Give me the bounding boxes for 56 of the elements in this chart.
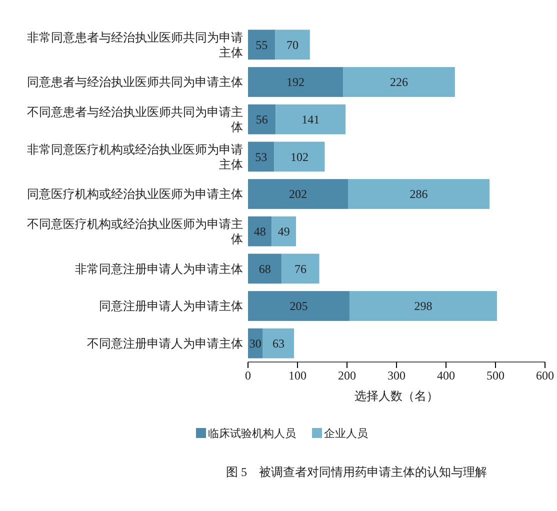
bar (262, 328, 294, 358)
data-label: 141 (302, 112, 320, 127)
legend-label: 企业人员 (324, 426, 368, 440)
bar (282, 254, 320, 284)
y-tick-label: 不同意患者与经治执业医师共同为申请主体 (27, 105, 243, 134)
bar (248, 142, 274, 172)
x-tick-label: 0 (245, 368, 251, 383)
data-label: 76 (294, 262, 306, 276)
bar (275, 30, 310, 60)
bar (248, 104, 276, 134)
data-label: 192 (286, 75, 305, 90)
data-label: 68 (258, 262, 271, 276)
bar (248, 179, 348, 209)
data-label: 298 (414, 299, 432, 314)
data-label: 70 (286, 38, 299, 52)
data-label: 286 (410, 187, 428, 202)
bar (248, 291, 350, 321)
data-label: 63 (272, 336, 284, 351)
y-tick-label: 非常同意注册申请人为申请主体 (75, 262, 243, 276)
bar (343, 67, 455, 97)
bar (272, 216, 296, 246)
x-tick-label: 300 (388, 368, 406, 383)
bar (349, 291, 497, 321)
data-label: 48 (254, 224, 266, 239)
caption: 图 5 被调查者对同情用药申请主体的认知与理解 (226, 465, 487, 479)
y-tick-label: 同意注册申请人为申请主体 (99, 299, 243, 314)
data-label: 55 (256, 38, 268, 52)
bar (248, 30, 276, 60)
y-tick-label: 非常同意患者与经治执业医师共同为申请主体 (27, 30, 243, 60)
bar (276, 104, 346, 134)
bar (274, 142, 325, 172)
data-label: 30 (249, 336, 262, 351)
x-axis-title: 选择人数（名） (354, 389, 438, 403)
x-tick-label: 600 (536, 368, 554, 383)
legend-label: 临床试验机构人员 (208, 426, 296, 440)
y-tick-label: 同意医疗机构或经治执业医师为申请主体 (27, 187, 243, 202)
data-label: 205 (290, 299, 308, 314)
data-label: 226 (390, 75, 408, 90)
y-tick-label: 非常同意医疗机构或经治执业医师为申请主体 (27, 142, 243, 172)
bar (248, 328, 263, 358)
x-tick-label: 100 (288, 368, 306, 383)
y-tick-label: 同意患者与经治执业医师共同为申请主体 (27, 75, 243, 90)
bar (348, 179, 490, 209)
y-tick-label: 不同意注册申请人为申请主体 (87, 336, 243, 351)
data-label: 53 (255, 150, 268, 164)
x-tick-label: 400 (437, 368, 455, 383)
data-label: 56 (256, 112, 268, 127)
bar (248, 67, 344, 97)
bar (248, 216, 272, 246)
y-tick-label: 不同意医疗机构或经治执业医师为申请主体 (27, 217, 243, 246)
x-tick-label: 500 (486, 368, 504, 383)
data-label: 49 (278, 224, 290, 239)
data-label: 202 (288, 187, 307, 202)
data-label: 102 (290, 150, 308, 164)
bar (248, 254, 282, 284)
x-tick-label: 200 (338, 368, 356, 383)
